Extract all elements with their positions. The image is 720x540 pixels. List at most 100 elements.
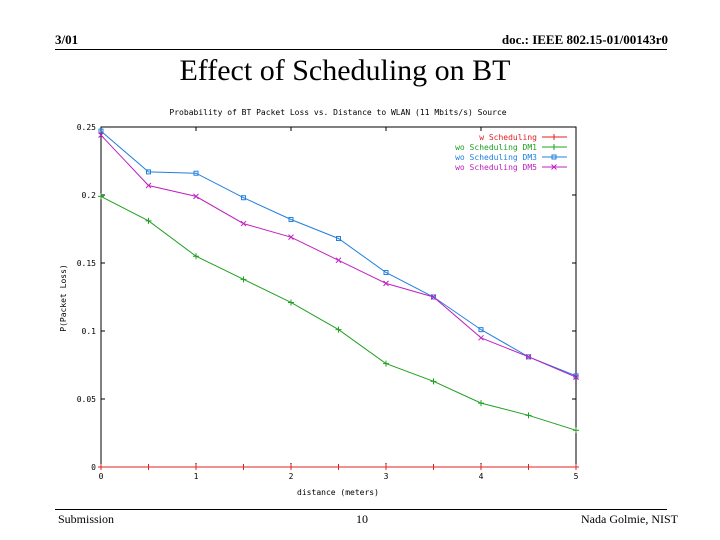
data-point [478,400,484,407]
data-point [478,327,484,333]
data-point-shape [383,270,389,276]
y-tick-label: 0.2 [82,191,97,200]
data-point-shape [288,216,294,222]
data-point-shape [573,427,579,434]
header-rule [55,49,667,50]
data-point [98,464,104,470]
data-point [145,182,152,189]
tick-layer: 0 0.05 0.1 0.15 0.2 0.25 0 1 2 3 4 5 [77,123,579,481]
data-point-shape [288,234,294,241]
data-point-shape [98,128,104,134]
footer-page-number: 10 [356,512,368,526]
data-point-shape [240,276,247,283]
data-point [478,464,484,470]
data-point [98,128,104,134]
data-point [145,464,152,470]
data-point [98,132,104,139]
data-point-shape [573,464,579,470]
data-point-shape [383,280,389,287]
data-point-shape [430,294,437,300]
plot-frame [100,126,577,468]
data-point [98,193,104,200]
data-point [335,257,342,264]
data-point [193,193,199,200]
data-point [193,464,199,470]
data-point-shape [98,193,104,200]
legend-marker [551,154,557,160]
data-point-shape [145,217,152,224]
series-line-1 [100,195,577,431]
data-point-shape [478,464,484,470]
legend-label: w Scheduling [479,133,537,142]
data-point-shape [430,378,437,385]
data-point-shape [336,236,341,242]
data-point [430,378,437,385]
data-point [146,169,151,175]
data-point [193,253,199,260]
data-point [288,299,294,306]
legend-marker-shape [551,144,557,150]
data-point-shape [288,464,294,470]
data-point-shape [525,353,532,360]
data-point-shape [478,334,484,341]
data-point-shape [193,193,199,200]
legend-label: wo Scheduling DM5 [455,163,537,172]
data-point [240,464,247,470]
data-point [573,427,579,434]
legend-marker-shape [551,164,557,170]
data-point-shape [240,464,247,470]
data-point-shape [193,170,199,176]
data-point [383,270,389,276]
data-point-shape [383,360,389,367]
data-point [526,354,531,360]
data-point [525,464,532,470]
data-point [431,294,436,300]
data-point [573,464,579,470]
data-point-shape [525,464,532,470]
data-point [240,276,247,283]
data-point [288,234,294,241]
data-point-shape [146,169,151,175]
data-point-shape [525,412,532,419]
data-point-shape [288,299,294,306]
data-point [336,236,341,242]
grid-layer [100,126,577,468]
footer-rule [55,509,667,510]
data-point-shape [241,195,246,201]
data-point [430,294,437,300]
data-point-shape [240,220,247,227]
legend-marker [551,134,557,140]
data-point-shape [383,464,389,470]
data-point [240,220,247,227]
data-point-shape [431,294,436,300]
series-layer [98,128,579,470]
x-tick-label: 1 [194,472,199,481]
data-point-shape [478,327,484,333]
y-tick-label: 0 [91,463,96,472]
legend-marker-shape [551,154,557,160]
slide-title: Effect of Scheduling on BT [179,54,511,87]
data-point-shape [335,326,342,333]
data-point [145,217,152,224]
chart-title: Probability of BT Packet Loss vs. Distan… [169,108,506,117]
x-axis-label: distance (meters) [297,488,379,497]
x-tick-label: 5 [574,472,579,481]
data-point-shape [335,464,342,470]
legend-marker [551,144,557,150]
y-tick-label: 0.1 [82,327,97,336]
data-point-shape [430,464,437,470]
data-point [478,334,484,341]
data-point [430,464,437,470]
data-point [525,353,532,360]
data-point [383,360,389,367]
x-tick-label: 2 [289,472,294,481]
data-point [288,216,294,222]
footer-author: Nada Golmie, NIST [581,512,678,526]
legend-marker [551,164,557,170]
y-tick-label: 0.05 [77,395,96,404]
data-point [383,464,389,470]
x-tick-label: 4 [479,472,484,481]
y-axis-label: P(Packet Loss) [59,264,68,331]
